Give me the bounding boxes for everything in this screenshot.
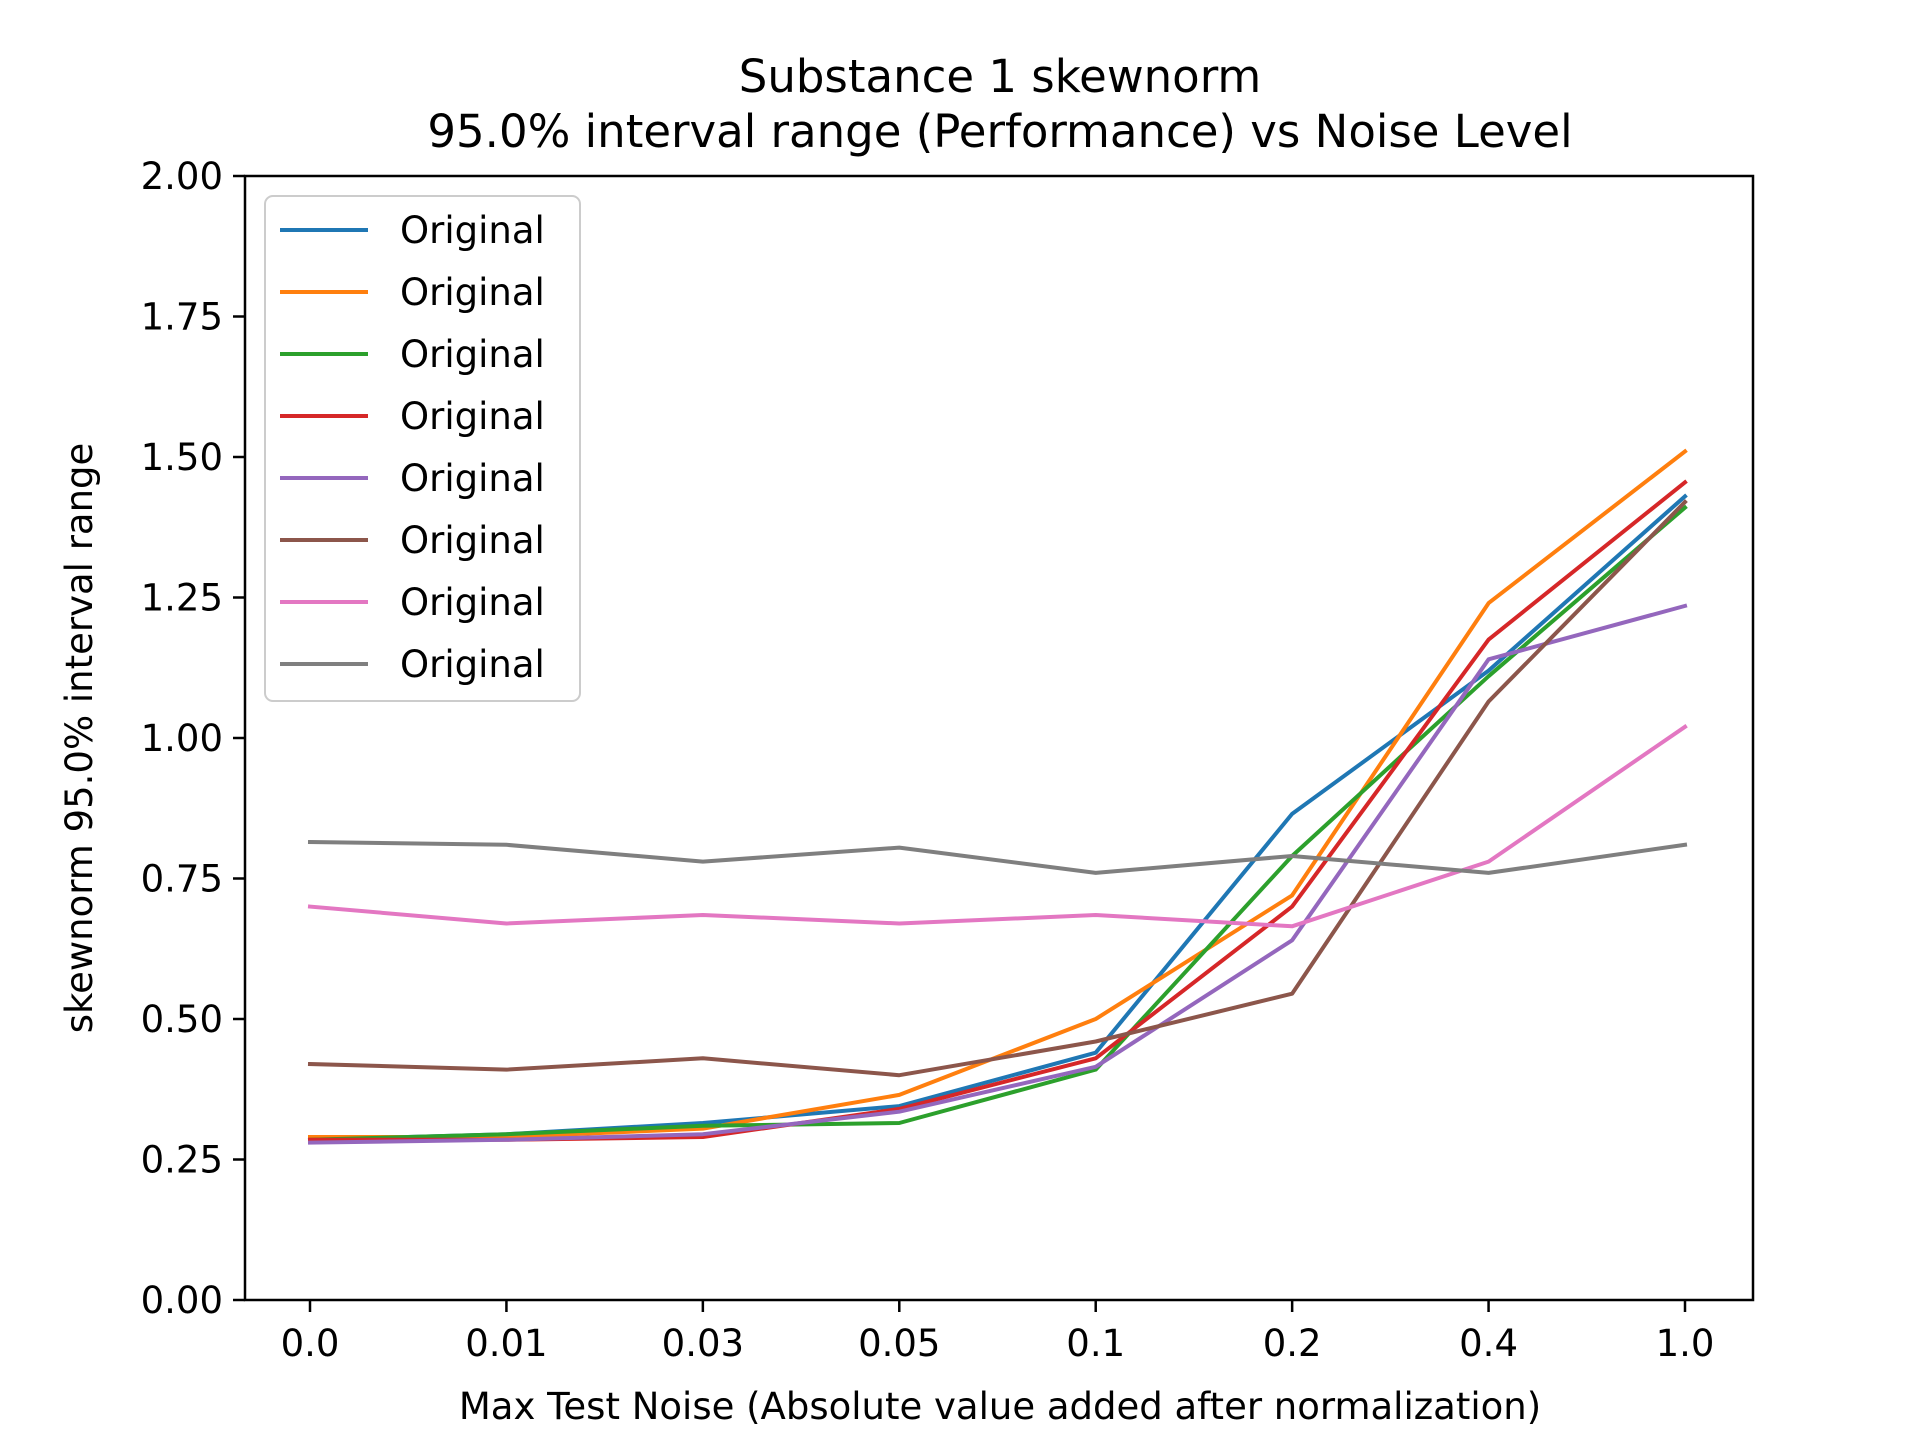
y-tick-label: 1.75 xyxy=(141,296,223,339)
y-tick-label: 1.50 xyxy=(141,436,223,479)
y-axis-ticks: 0.00 0.25 0.50 0.75 1.00 1.25 1.50 1.75 2.00 xyxy=(141,155,245,1322)
legend-label: Original xyxy=(400,209,545,252)
x-tick-label: 0.03 xyxy=(662,1322,744,1365)
plot-frame xyxy=(243,174,1755,1302)
legend-label: Original xyxy=(400,581,545,624)
x-axis-label: Max Test Noise (Absolute value added aft… xyxy=(459,1385,1541,1428)
y-tick-label: 0.25 xyxy=(141,1139,223,1182)
series-line-7 xyxy=(307,724,1688,929)
x-tick-label: 0.0 xyxy=(281,1322,340,1365)
legend-box xyxy=(264,195,581,702)
y-tick-label: 1.00 xyxy=(141,717,223,760)
x-tick-label: 1.0 xyxy=(1656,1322,1715,1365)
x-tick-label: 0.2 xyxy=(1263,1322,1322,1365)
legend: Original Original Original Original Original… xyxy=(264,195,581,702)
y-tick-label: 1.25 xyxy=(141,577,223,620)
y-axis-label: skewnorm 95.0% interval range xyxy=(58,443,101,1034)
chart-title: Substance 1 skewnorm xyxy=(739,50,1262,103)
legend-label: Original xyxy=(400,519,545,562)
x-tick-label: 0.1 xyxy=(1066,1322,1125,1365)
y-tick-label: 2.00 xyxy=(141,155,223,198)
legend-label: Original xyxy=(400,271,545,314)
series-line-5 xyxy=(307,603,1688,1145)
x-axis-ticks: 0.0 0.01 0.03 0.05 0.1 0.2 0.4 1.0 xyxy=(281,1300,1715,1365)
series-line-6 xyxy=(307,499,1688,1078)
legend-label: Original xyxy=(400,333,545,376)
x-tick-label: 0.01 xyxy=(465,1322,547,1365)
series-line-8 xyxy=(307,839,1688,875)
legend-items: Original Original Original Original Original… xyxy=(280,209,545,686)
x-tick-label: 0.4 xyxy=(1459,1322,1518,1365)
legend-label: Original xyxy=(400,643,545,686)
legend-label: Original xyxy=(400,395,545,438)
chart-subtitle: 95.0% interval range (Performance) vs No… xyxy=(427,105,1572,158)
series-lines xyxy=(307,448,1688,1145)
y-tick-label: 0.50 xyxy=(141,998,223,1041)
legend-label: Original xyxy=(400,457,545,500)
y-tick-label: 0.75 xyxy=(141,858,223,901)
x-tick-label: 0.05 xyxy=(858,1322,940,1365)
y-tick-label: 0.00 xyxy=(141,1279,223,1322)
